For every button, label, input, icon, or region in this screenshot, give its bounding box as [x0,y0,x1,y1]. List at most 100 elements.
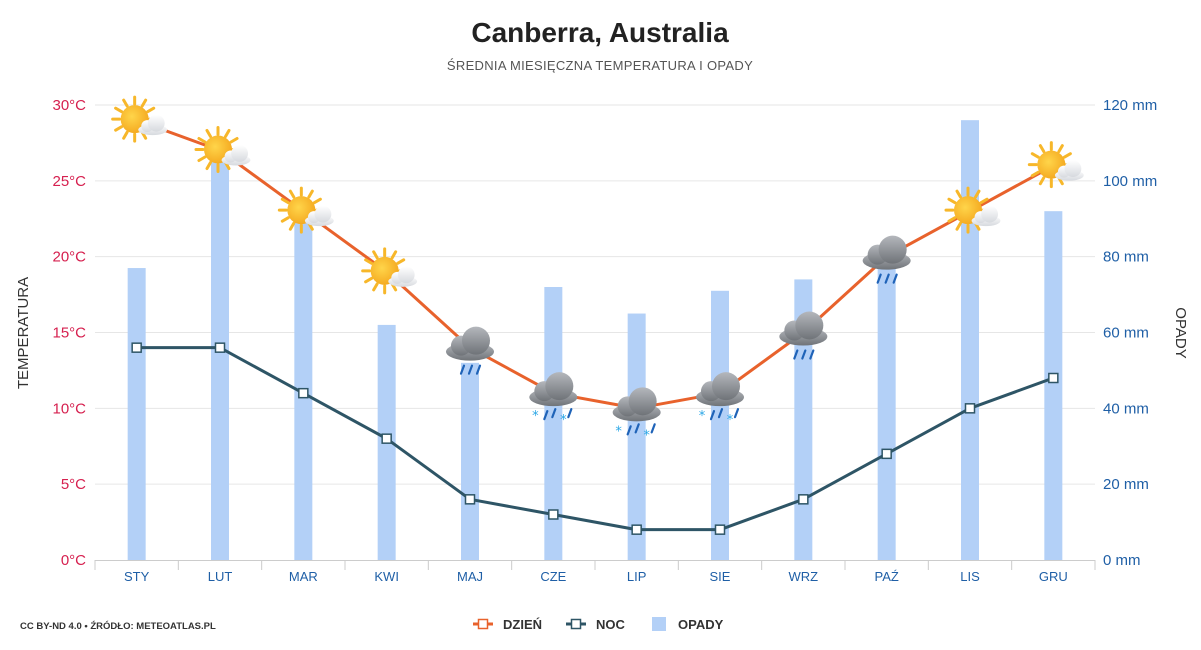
night-marker [464,494,476,505]
sun-ray [122,98,129,108]
x-tick-label: MAR [289,569,318,584]
sun-ray [372,250,379,260]
weather-icon-cloud-rain [779,311,828,360]
sun-ray [955,189,962,199]
night-marker [798,494,809,505]
cloud-part [231,145,248,162]
precip-bar [961,120,979,561]
rain-drop [801,349,807,360]
rain-drop [733,408,740,419]
legend-night-marker [570,618,582,630]
legend-precip-label: OPADY [678,617,724,632]
snowflake: * [560,413,567,428]
weather-icon-sun-cloud [944,186,1001,234]
axes: 0°C 5°C 10°C 15°C 20°C 25°C 30°C 0 mm 20 mm 40 mm… [52,97,1157,584]
precip-bar [1044,211,1063,560]
cloud-part [462,326,490,355]
light-cloud [1054,160,1084,181]
weather-icon-sun-cloud [361,247,418,295]
sun-ray [197,137,207,144]
weather-icon-sun-cloud [1027,141,1084,189]
snowflake: * [643,428,650,443]
precip-bar [211,158,229,561]
legend-item-day[interactable]: DZIEŃ [473,617,542,632]
night-marker [1048,372,1059,384]
weather-icon-sun-cloud [194,126,251,173]
rain-drop [543,410,549,421]
sun-ray [307,189,314,199]
precip-bar [461,362,479,560]
y-left-tick-label: 0°C [61,552,86,569]
sun-ray [224,128,231,139]
legend-day-marker [477,618,489,630]
sun-ray [1030,152,1040,159]
dark-cloud [529,372,578,407]
legend-item-night[interactable]: NOC [566,617,626,632]
y-left-tick-label: 30°C [52,97,86,114]
x-tick-label: CZE [540,569,566,584]
weather-icons: * ** ** * [111,95,1084,443]
x-tick-label: LIS [960,569,980,584]
day-line [136,118,1055,410]
legend-day-label: DZIEŃ [503,617,542,632]
night-marker [964,403,976,414]
chart-subtitle: ŚREDNIA MIESIĘCZNA TEMPERATURA I OPADY [447,58,753,73]
rain-drop [634,423,640,434]
legend: DZIEŃ NOC OPADY [473,617,724,632]
sun-ray [974,189,981,199]
cloud-part [878,235,907,264]
sun-ray [197,155,207,162]
night-marker [548,509,559,520]
cloud-part [314,205,332,223]
sun-ray [1030,170,1040,178]
precip-bar [794,279,813,560]
x-tick-label: WRZ [789,569,819,584]
y-left-tick-label: 25°C [52,173,86,190]
sun-ray [229,137,239,144]
sun-ray [979,197,989,205]
night-marker [131,342,142,353]
y-left-tick-label: 15°C [52,325,86,342]
y-right-tick-label: 100 mm [1103,173,1157,190]
snowflake: * [727,413,734,428]
sun-ray [1038,144,1046,154]
sun-ray [390,250,398,260]
sun-ray [1062,152,1072,159]
dark-cloud [779,311,828,346]
night-marker [631,524,642,535]
legend-night-label: NOC [596,617,626,632]
cloud-part [147,114,165,132]
rain-drop [467,364,474,375]
sun-ray [364,276,374,284]
light-cloud [388,266,418,287]
cloud-part [397,266,415,284]
rain-drop [626,425,632,436]
sun-ray [955,221,962,231]
weather-icon-cloud-rain-snow: * * [696,372,744,428]
rain-drop [884,273,890,284]
dark-cloud [862,235,911,270]
light-cloud [138,114,168,136]
weather-icon-cloud-rain-snow: * * [529,372,578,428]
rain-drop [876,273,882,284]
legend-item-precip[interactable]: OPADY [652,617,724,632]
sun-ray [947,197,957,205]
temperature-lines [131,118,1059,535]
cloud-part [628,387,657,416]
x-tick-label: SIE [710,569,731,584]
x-tick-label: KWI [374,569,399,584]
sun-ray [140,98,148,108]
weather-icon-cloud-rain [862,235,911,284]
y-left-tick-label: 20°C [52,249,86,266]
sun-ray [947,216,957,223]
snowflake: * [532,409,539,424]
rain-drop [551,408,557,419]
precip-bar [544,287,563,560]
dark-cloud [612,387,661,422]
light-cloud [221,145,251,166]
y-right-tick-label: 20 mm [1103,476,1149,493]
precip-bar [877,256,896,560]
sun-ray [280,197,290,205]
precip-bar [627,313,646,560]
